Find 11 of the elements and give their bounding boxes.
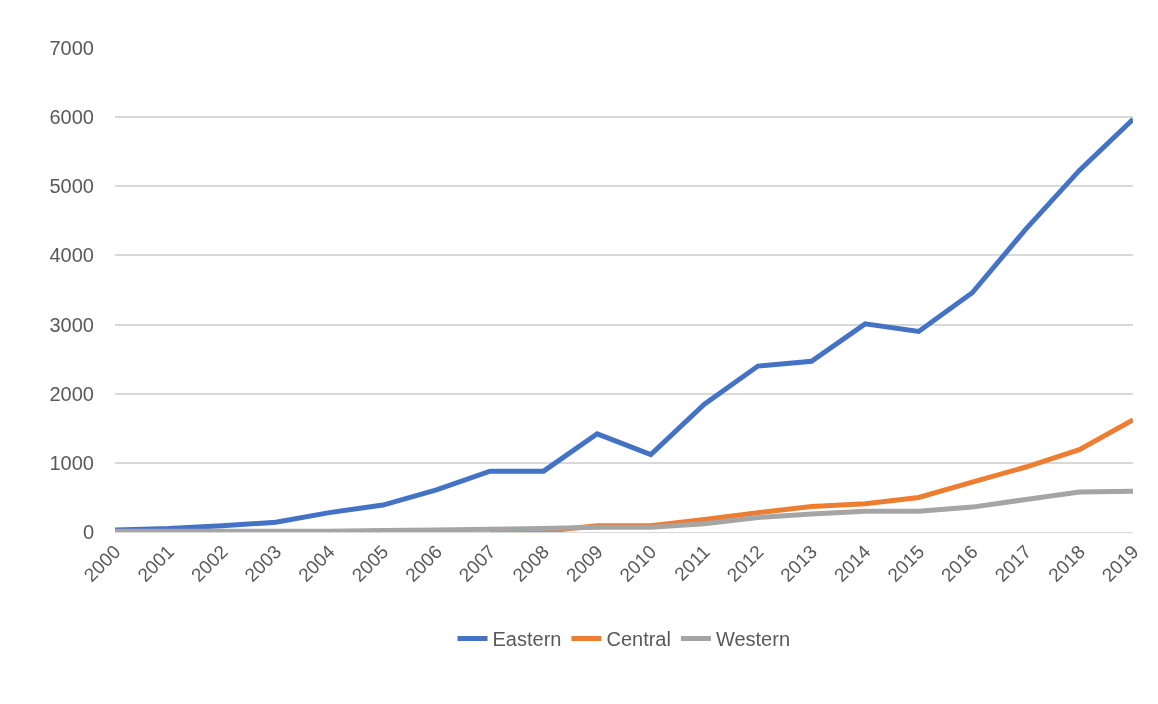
legend-label: Western: [715, 628, 791, 651]
y-tick-label: 7000: [49, 37, 94, 59]
legend-label: Eastern: [492, 628, 562, 651]
y-tick-label: 6000: [49, 106, 94, 129]
y-tick-label: 0: [82, 521, 94, 543]
y-tick-label: 4000: [49, 244, 94, 267]
legend-label: Central: [606, 628, 671, 651]
y-tick-label: 3000: [49, 313, 94, 336]
y-tick-label: 2000: [49, 382, 94, 405]
y-tick-label: 5000: [49, 175, 94, 198]
y-tick-label: 1000: [49, 451, 94, 474]
